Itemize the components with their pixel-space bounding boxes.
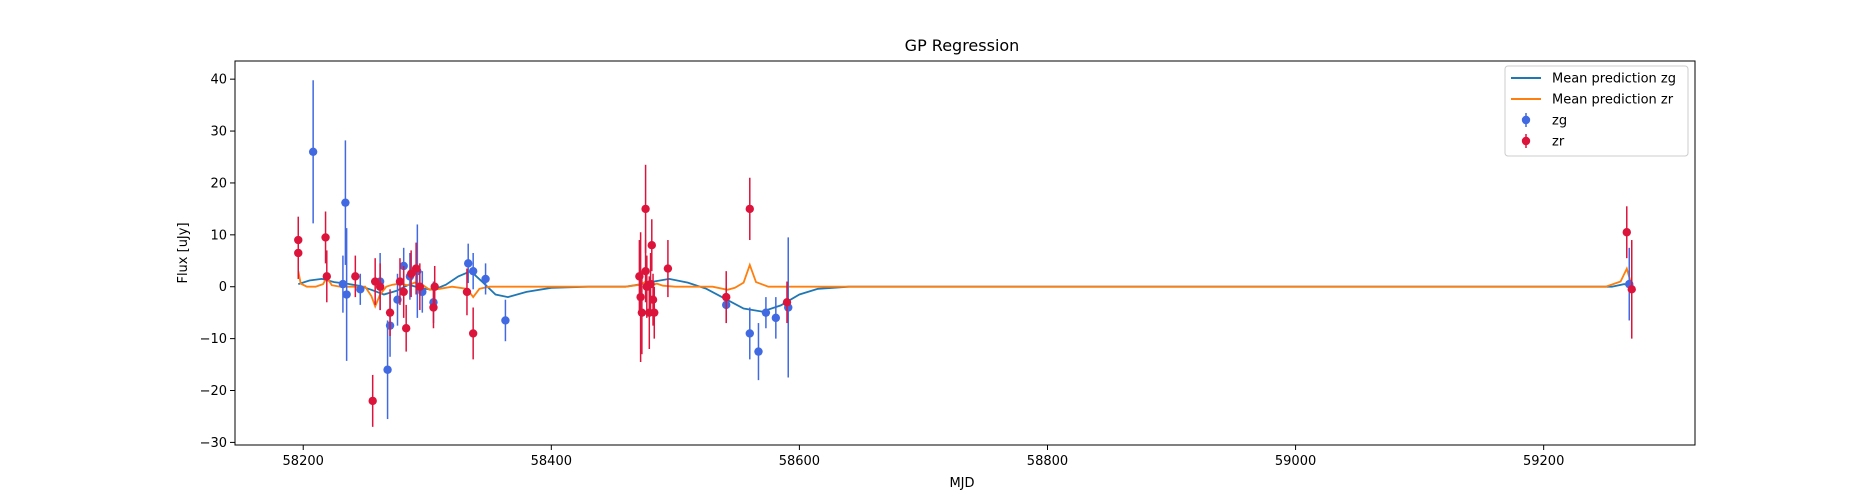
x-tick-label: 58600 xyxy=(779,454,820,469)
x-tick-label: 58400 xyxy=(531,454,572,469)
point-zr xyxy=(722,292,731,302)
point-zr xyxy=(385,308,395,317)
point-zg xyxy=(771,313,781,323)
legend-entry-zr: zr xyxy=(1521,134,1565,150)
y-tick-label: 40 xyxy=(210,73,227,88)
series-zr xyxy=(294,164,1636,427)
x-tick-label: 58800 xyxy=(1027,454,1068,469)
legend-label: Mean prediction zr xyxy=(1552,93,1674,108)
point-zr xyxy=(462,287,472,297)
y-tick-label: 10 xyxy=(210,228,227,243)
point-zr xyxy=(636,292,645,302)
legend-label: zr xyxy=(1552,135,1565,150)
point-zr xyxy=(637,308,647,317)
point-zg xyxy=(338,279,348,289)
y-tick-label: 30 xyxy=(210,125,227,140)
point-zr xyxy=(321,233,330,242)
point-zr xyxy=(375,282,385,291)
point-zg xyxy=(356,285,365,294)
point-zg xyxy=(501,316,510,325)
point-zg xyxy=(754,347,763,356)
point-zr xyxy=(415,282,425,291)
point-zr xyxy=(395,277,405,286)
point-zr xyxy=(641,266,650,276)
y-axis-label: Flux [uJy] xyxy=(176,222,191,283)
y-tick-label: 20 xyxy=(210,176,227,191)
point-zg xyxy=(383,365,392,374)
point-zr xyxy=(663,264,673,273)
point-zr xyxy=(650,308,659,317)
y-tick-label: −10 xyxy=(200,332,227,347)
legend-box xyxy=(1504,65,1689,157)
legend-entry-zg: zg xyxy=(1521,113,1567,129)
point-zr xyxy=(1627,285,1636,294)
x-tick-label: 59200 xyxy=(1523,454,1564,469)
legend-point-swatch xyxy=(1521,136,1531,146)
point-zr xyxy=(368,396,377,406)
x-tick-label: 59000 xyxy=(1275,454,1316,469)
point-zr xyxy=(430,282,439,291)
y-tick-label: −20 xyxy=(200,384,227,399)
point-zr xyxy=(401,324,411,333)
series-zg xyxy=(308,80,1634,420)
point-zr xyxy=(406,269,416,278)
point-zr xyxy=(411,264,421,273)
y-tick-label: −30 xyxy=(200,436,227,451)
point-zr xyxy=(322,272,331,281)
point-zg xyxy=(342,290,351,299)
point-zr xyxy=(782,298,792,307)
point-zg xyxy=(468,266,478,276)
point-zg xyxy=(464,259,473,268)
x-tick-label: 58200 xyxy=(283,454,324,469)
point-zr xyxy=(641,204,650,214)
legend-entry-mean-prediction-zg: Mean prediction zg xyxy=(1511,72,1676,87)
x-axis-label: MJD xyxy=(949,476,974,491)
point-zg xyxy=(745,329,754,338)
point-zr xyxy=(294,248,303,258)
plot-frame xyxy=(234,60,1696,446)
point-zr xyxy=(468,329,478,338)
point-zg xyxy=(761,308,771,317)
point-zr xyxy=(647,241,656,250)
point-zr xyxy=(370,277,380,286)
legend-label: zg xyxy=(1552,114,1567,129)
point-zg xyxy=(308,147,318,157)
y-axis: −30 −20 −10 0 10 20 30 40 xyxy=(200,73,235,451)
point-zr xyxy=(648,295,658,304)
point-zg xyxy=(341,198,350,207)
point-zr xyxy=(351,272,360,281)
point-zg xyxy=(481,274,490,284)
chart-title: GP Regression xyxy=(905,36,1020,55)
data-points xyxy=(294,80,1636,427)
point-zr xyxy=(1622,228,1631,237)
legend-entry-mean-prediction-zr: Mean prediction zr xyxy=(1511,93,1674,108)
legend: Mean prediction zg Mean prediction zr zg zr xyxy=(1504,65,1689,157)
point-zr xyxy=(399,287,408,297)
legend-point-swatch xyxy=(1521,115,1531,125)
legend-label: Mean prediction zg xyxy=(1552,72,1676,87)
point-zr xyxy=(429,303,438,312)
x-axis: 58200 58400 58600 58800 59000 59200 xyxy=(283,445,1564,469)
y-tick-label: 0 xyxy=(219,280,227,295)
point-zr xyxy=(745,204,754,214)
